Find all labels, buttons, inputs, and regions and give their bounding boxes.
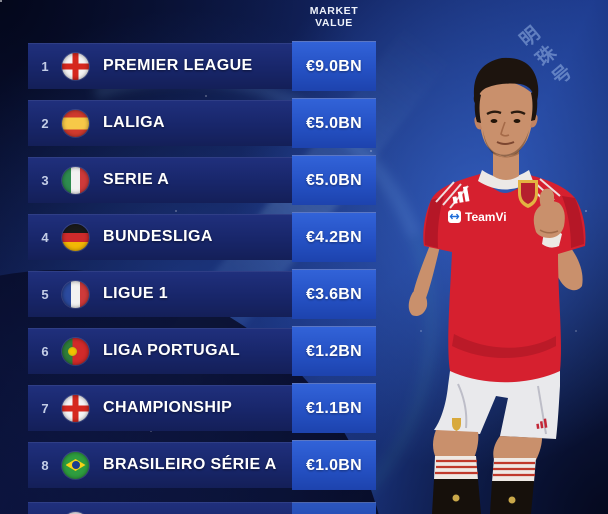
league-name: LIGUE 1: [103, 285, 169, 302]
market-value-box: €5.0BN: [292, 98, 376, 148]
league-name: BUNDESLIGA: [103, 228, 213, 245]
player-fist: [533, 201, 565, 238]
adidas-logo-icon: [452, 186, 470, 204]
league-name: BRASILEIRO SÉRIE A: [103, 456, 277, 473]
league-name: LALIGA: [103, 114, 165, 131]
player-thumb: [539, 188, 554, 207]
brazil-flag-icon: [62, 451, 89, 479]
rank-label: 6: [41, 343, 49, 359]
market-value-header-line2: VALUE: [315, 17, 353, 29]
league-row: 4 BUNDESLIGA €4.2BN: [28, 212, 376, 262]
league-name: LIGA PORTUGAL: [103, 342, 241, 359]
league-row-bar: 1 PREMIER LEAGUE: [28, 43, 292, 89]
partial-flag-icon: [62, 511, 89, 514]
shorts-adidas-mark: [536, 418, 548, 429]
market-value: €1.0BN: [305, 456, 363, 474]
league-row: 6 LIGA PORTUGAL €1.2BN: [28, 326, 376, 376]
market-value: €1.2BN: [305, 342, 363, 360]
fist-shading: [539, 229, 559, 234]
league-name: SERIE A: [103, 171, 170, 188]
sponsor-logo-icon: [448, 210, 461, 223]
market-value: €3.6BN: [305, 285, 363, 303]
league-row: 5 LIGUE 1 €3.6BN: [28, 269, 376, 319]
league-name: PREMIER LEAGUE: [103, 57, 253, 74]
market-value: €5.0BN: [305, 171, 363, 189]
league-row-bar: 6 LIGA PORTUGAL: [28, 328, 292, 374]
league-list: 1 PREMIER LEAGUE €9.0BN 2 LALIGA €5.0BN …: [28, 41, 376, 490]
star-speckles: [0, 0, 2, 2]
league-row-bar: 8 BRASILEIRO SÉRIE A: [28, 442, 292, 488]
market-value-box: €1.1BN: [292, 383, 376, 433]
player-nose: [500, 121, 510, 137]
partial-ninth-row: [28, 502, 376, 514]
market-value-box: €9.0BN: [292, 41, 376, 91]
player-eyebrows: [486, 110, 526, 116]
rank-label: 7: [41, 400, 49, 416]
jersey-side-shadow2: [562, 196, 584, 248]
league-row-bar: 4 BUNDESLIGA: [28, 214, 292, 260]
jersey-fold: [452, 334, 556, 358]
market-value: €5.0BN: [305, 114, 363, 132]
player-face: [479, 82, 534, 157]
market-value: €4.2BN: [305, 228, 363, 246]
portugal-flag-icon: [62, 337, 89, 365]
player-hair: [473, 57, 539, 104]
shorts-crest-mark: [452, 418, 461, 431]
sponsor-text: TeamVi: [465, 210, 507, 224]
league-name: CHAMPIONSHIP: [103, 399, 233, 416]
player-right-leg: [493, 436, 542, 460]
market-value-box: €1.2BN: [292, 326, 376, 376]
league-row: 2 LALIGA €5.0BN: [28, 98, 376, 148]
shorts-folds: [457, 383, 547, 435]
market-value: €9.0BN: [305, 57, 363, 75]
league-row-bar: 7 CHAMPIONSHIP: [28, 385, 292, 431]
footballer-illustration: TeamVi: [408, 57, 586, 514]
player-eyes: [490, 119, 521, 123]
market-value-box: €5.0BN: [292, 155, 376, 205]
spain-flag-icon: [62, 109, 89, 137]
italy-flag-icon: [62, 166, 89, 194]
england-flag-icon: [62, 394, 89, 422]
rank-label: 1: [41, 58, 49, 74]
market-value-box: €1.0BN: [292, 440, 376, 490]
league-row: 1 PREMIER LEAGUE €9.0BN: [28, 41, 376, 91]
player-shorts: [434, 371, 560, 439]
player-socks: [432, 456, 536, 514]
partial-value-box: [292, 502, 376, 514]
market-value-header-line1: MARKET: [309, 5, 359, 17]
market-value-box: €4.2BN: [292, 212, 376, 262]
market-value: €1.1BN: [305, 399, 363, 417]
france-flag-icon: [62, 280, 89, 308]
league-row: 8 BRASILEIRO SÉRIE A €1.0BN: [28, 440, 376, 490]
market-value-box: €3.6BN: [292, 269, 376, 319]
partial-row-bar: [28, 502, 292, 514]
jersey-side-shadow: [424, 196, 444, 248]
germany-flag-icon: [62, 223, 89, 251]
player-stubble: [483, 130, 529, 157]
player-mouth: [496, 141, 515, 145]
club-crest-icon: [518, 180, 538, 208]
england-flag-icon: [62, 52, 89, 80]
league-row-bar: 2 LALIGA: [28, 100, 292, 146]
player-left-leg: [433, 430, 479, 458]
rank-label: 2: [41, 115, 49, 131]
league-row-bar: 5 LIGUE 1: [28, 271, 292, 317]
rank-label: 8: [41, 457, 49, 473]
rank-label: 3: [41, 172, 49, 188]
rank-label: 4: [41, 229, 49, 245]
market-value-header: MARKET VALUE: [292, 5, 376, 29]
league-row: 3 SERIE A €5.0BN: [28, 155, 376, 205]
league-row: 7 CHAMPIONSHIP €1.1BN: [28, 383, 376, 433]
league-row-bar: 3 SERIE A: [28, 157, 292, 203]
rank-label: 5: [41, 286, 49, 302]
player-left-hand: [408, 290, 428, 316]
